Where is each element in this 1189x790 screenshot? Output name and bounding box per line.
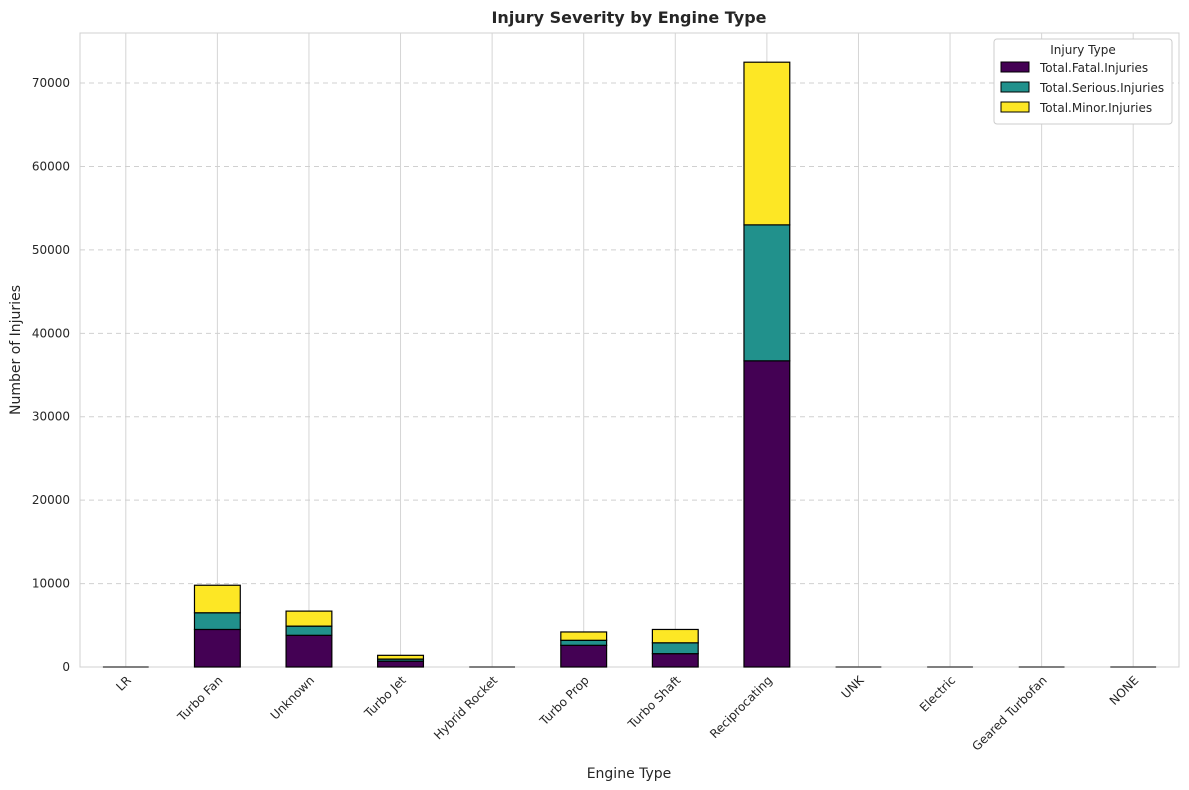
grid-lines — [80, 33, 1179, 667]
bar-segment-total-minor-injuries — [285, 610, 333, 627]
bar-segment-total-serious-injuries — [193, 612, 241, 631]
legend-items: Total.Fatal.Injuries Total.Serious.Injuri… — [1000, 61, 1164, 115]
legend-swatch — [1000, 61, 1030, 73]
x-tick-label: Unknown — [268, 673, 317, 722]
legend-swatch — [1000, 81, 1030, 93]
y-tick-label: 10000 — [32, 577, 70, 591]
bar-segment-total-fatal-injuries — [743, 360, 791, 668]
x-tick-label: Turbo Shaft — [625, 673, 684, 732]
bar-segment-total-serious-injuries — [651, 642, 699, 655]
chart-title: Injury Severity by Engine Type — [491, 8, 766, 27]
x-tick-label: Turbo Prop — [536, 673, 591, 728]
x-tick-label: Hybrid Rocket — [431, 673, 500, 742]
legend-box — [993, 38, 1173, 125]
x-axis-label: Engine Type — [587, 766, 672, 782]
plot-area — [79, 32, 1180, 668]
bar-segment-total-fatal-injuries — [193, 628, 241, 668]
bar-segment-total-minor-injuries — [743, 61, 791, 226]
legend-swatch — [1000, 101, 1030, 113]
bar-segment-total-serious-injuries — [285, 625, 333, 636]
y-tick-label: 40000 — [32, 326, 70, 340]
bar-segment-total-fatal-injuries — [560, 644, 608, 668]
y-tick-label: 50000 — [32, 243, 70, 257]
bar-segment-total-minor-injuries — [377, 654, 425, 660]
bar-segment-total-fatal-injuries — [377, 660, 425, 668]
legend-title: Injury Type — [1050, 43, 1116, 57]
x-tick-label: Reciprocating — [707, 673, 775, 741]
bar-segment-total-serious-injuries — [743, 224, 791, 362]
bar-segment-total-minor-injuries — [651, 628, 699, 644]
bars — [102, 61, 1157, 668]
legend: Injury Type Total.Fatal.Injuries Total.Se… — [993, 38, 1173, 125]
x-tick-label: Turbo Fan — [174, 673, 225, 724]
y-tick-label: 60000 — [32, 159, 70, 173]
legend-label: Total.Minor.Injuries — [1039, 101, 1152, 115]
x-tick-label: Geared Turbofan — [969, 673, 1049, 753]
bar-segment-total-minor-injuries — [193, 584, 241, 614]
y-axis-label: Number of Injuries — [8, 285, 24, 415]
legend-label: Total.Fatal.Injuries — [1039, 61, 1148, 75]
x-tick-label: UNK — [839, 672, 868, 701]
bar-segment-total-minor-injuries — [560, 631, 608, 641]
y-tick-label: 70000 — [32, 76, 70, 90]
x-tick-label: Turbo Jet — [361, 673, 409, 721]
y-tick-label: 30000 — [32, 410, 70, 424]
bar-segment-total-fatal-injuries — [285, 634, 333, 668]
x-tick-label: Electric — [917, 673, 958, 714]
legend-label: Total.Serious.Injuries — [1039, 81, 1164, 95]
bar-segment-total-serious-injuries — [560, 639, 608, 646]
y-tick-label: 0 — [62, 660, 70, 674]
x-tick-label: LR — [113, 673, 134, 694]
bar-segment-total-fatal-injuries — [651, 653, 699, 668]
y-tick-label: 20000 — [32, 493, 70, 507]
x-tick-label: NONE — [1107, 673, 1142, 708]
